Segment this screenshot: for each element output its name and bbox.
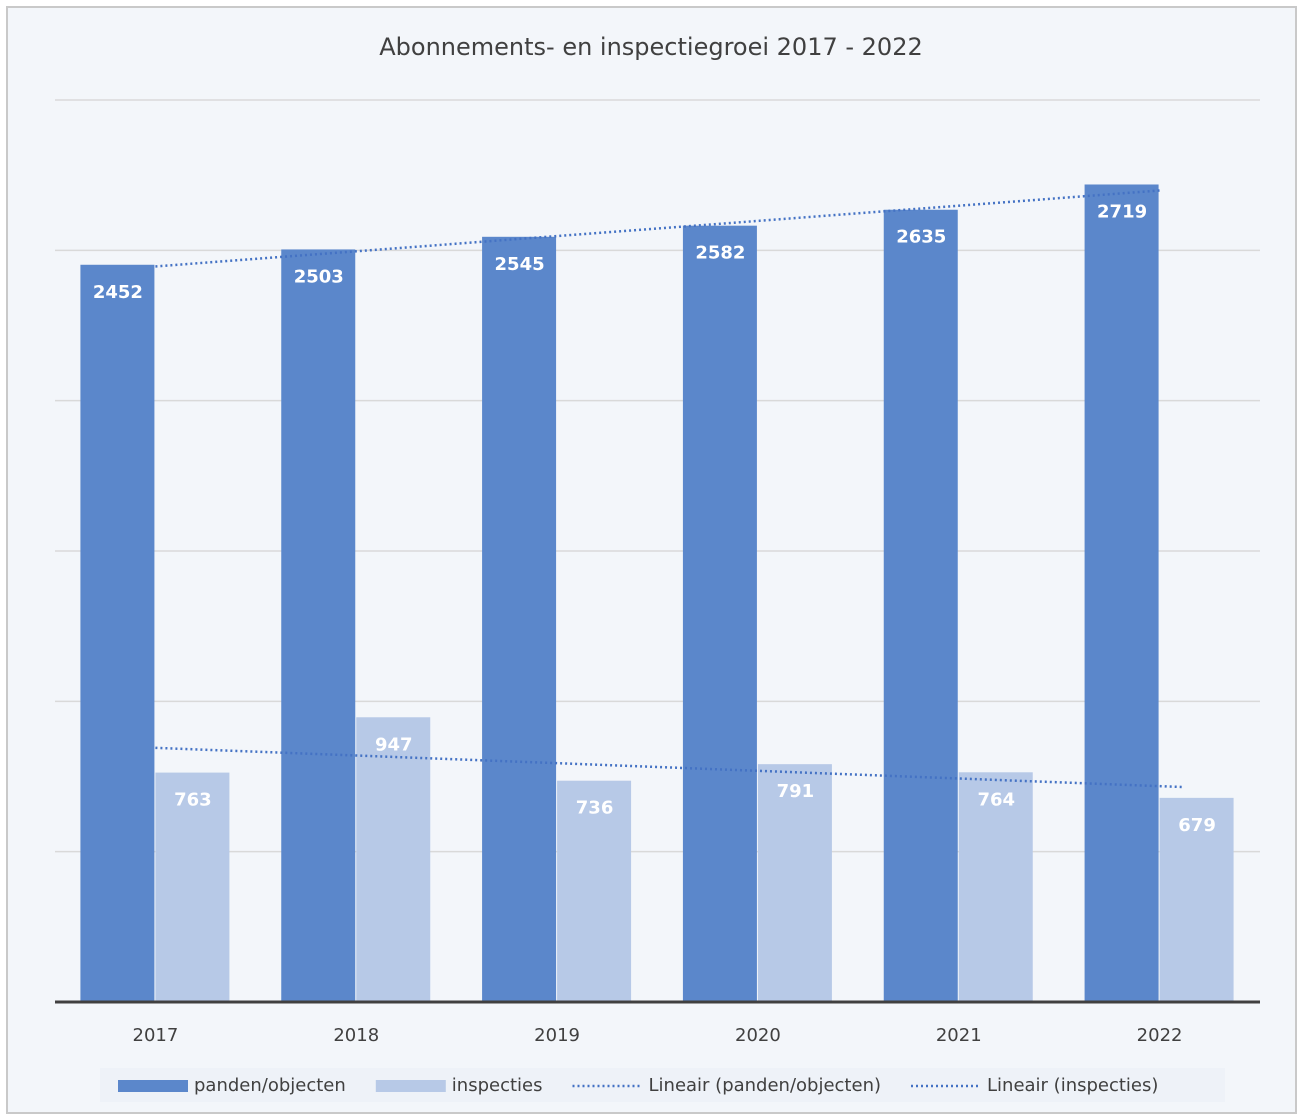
bar	[1084, 184, 1159, 1003]
bar	[1159, 797, 1234, 1002]
bar	[155, 772, 230, 1002]
value-label: 2545	[495, 254, 545, 275]
bar	[883, 209, 958, 1002]
legend-swatch	[118, 1080, 188, 1092]
value-label: 679	[1178, 815, 1216, 836]
legend-background	[100, 1068, 1225, 1102]
value-label: 2635	[896, 227, 946, 248]
legend-swatch	[375, 1080, 446, 1092]
x-tick-label: 2021	[936, 1025, 982, 1046]
value-label: 947	[375, 734, 413, 755]
value-label: 791	[777, 781, 815, 802]
value-label: 763	[174, 790, 212, 811]
chart-title: Abonnements- en inspectiegroei 2017 - 20…	[379, 33, 923, 61]
legend-label: inspecties	[452, 1075, 543, 1096]
bar	[281, 249, 356, 1002]
value-label: 736	[576, 798, 614, 819]
bar	[958, 772, 1033, 1002]
value-label: 764	[977, 789, 1015, 810]
bar	[356, 717, 431, 1002]
x-tick-label: 2020	[735, 1025, 781, 1046]
bar	[80, 264, 155, 1002]
x-tick-label: 2018	[333, 1025, 379, 1046]
legend-label: panden/objecten	[194, 1075, 346, 1096]
x-tick-label: 2022	[1137, 1025, 1183, 1046]
bar	[482, 236, 557, 1002]
value-label: 2452	[93, 282, 143, 303]
x-tick-label: 2019	[534, 1025, 580, 1046]
bar	[757, 764, 832, 1002]
bar	[557, 780, 632, 1002]
legend-label: Lineair (inspecties)	[987, 1075, 1158, 1096]
bar	[682, 225, 757, 1003]
legend-label: Lineair (panden/objecten)	[649, 1075, 882, 1096]
x-tick-label: 2017	[133, 1025, 179, 1046]
value-label: 2582	[695, 243, 745, 264]
value-label: 2503	[294, 266, 344, 287]
value-label: 2719	[1097, 201, 1147, 222]
trend-line	[155, 746, 1185, 789]
